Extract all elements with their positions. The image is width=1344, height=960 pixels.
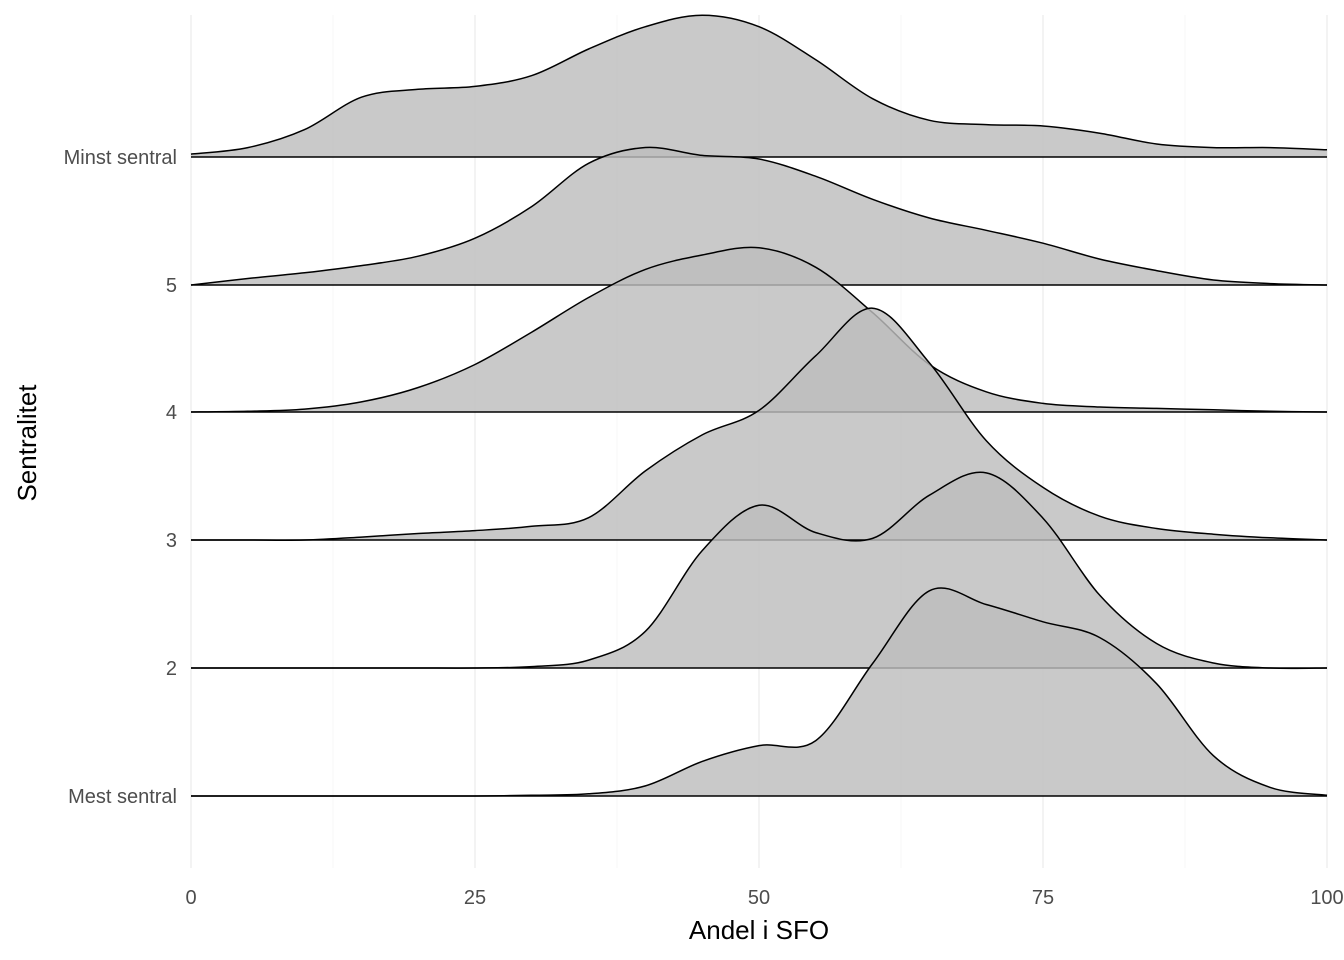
y-axis-ticks: Mest sentral 2 3 4 5 Minst sentral <box>64 147 177 808</box>
ridge-outline <box>190 246 1328 413</box>
ridge-area <box>191 15 1327 158</box>
x-tick-label-100: 100 <box>1310 887 1343 909</box>
y-tick-label-mest-sentral: Mest sentral <box>68 786 177 808</box>
y-tick-label-4: 4 <box>166 402 177 424</box>
y-axis-title: Sentralitet <box>12 384 42 502</box>
x-tick-label-75: 75 <box>1032 887 1054 909</box>
ridge-area <box>191 247 1327 412</box>
ridge-area <box>191 308 1327 541</box>
y-tick-label-5: 5 <box>166 275 177 297</box>
ridge-area <box>191 147 1327 285</box>
x-axis-title: Andel i SFO <box>689 915 829 945</box>
ridge-mest-sentral <box>191 587 1328 797</box>
y-tick-label-minst-sentral: Minst sentral <box>64 147 177 169</box>
ridge-area <box>191 472 1327 669</box>
x-tick-label-0: 0 <box>185 887 196 909</box>
y-tick-label-3: 3 <box>166 530 177 552</box>
x-tick-label-50: 50 <box>748 887 770 909</box>
y-tick-label-2: 2 <box>166 658 177 680</box>
ridge-outline <box>190 14 1328 155</box>
ridges <box>190 14 1328 797</box>
ridge-area <box>191 587 1327 797</box>
ridge-outline <box>190 146 1328 286</box>
x-tick-label-25: 25 <box>464 887 486 909</box>
ridge-minst-sentral <box>190 14 1328 158</box>
x-axis-ticks: 0 25 50 75 100 <box>185 887 1343 909</box>
ridge-outline <box>191 307 1328 541</box>
